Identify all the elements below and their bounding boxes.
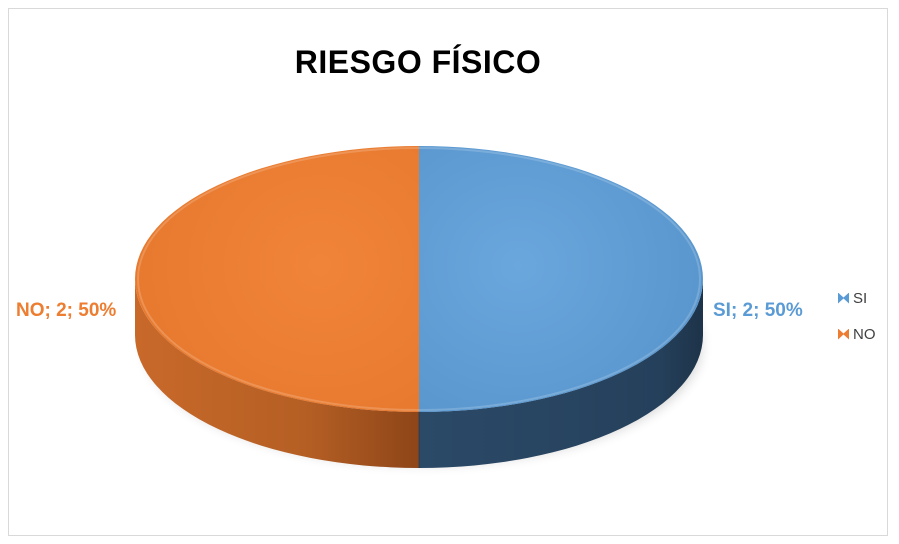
chart-title: RIESGO FÍSICO [294,44,542,80]
legend-item-si[interactable]: SI [838,286,896,310]
legend: SI NO [838,286,896,358]
pie-side-si [419,279,703,468]
pie-slice-si [419,146,703,412]
pie-side-no [135,279,419,468]
pie-slice-no [135,146,419,412]
legend-swatch-no [838,328,849,340]
pie-rim-highlight [137,147,701,411]
legend-item-no[interactable]: NO [838,322,896,346]
legend-label-si: SI [853,289,868,307]
legend-label-no: NO [853,325,876,343]
data-label-si: SI; 2; 50% [713,300,803,321]
data-label-no: NO; 2; 50% [16,300,117,321]
legend-swatch-si [838,292,849,304]
